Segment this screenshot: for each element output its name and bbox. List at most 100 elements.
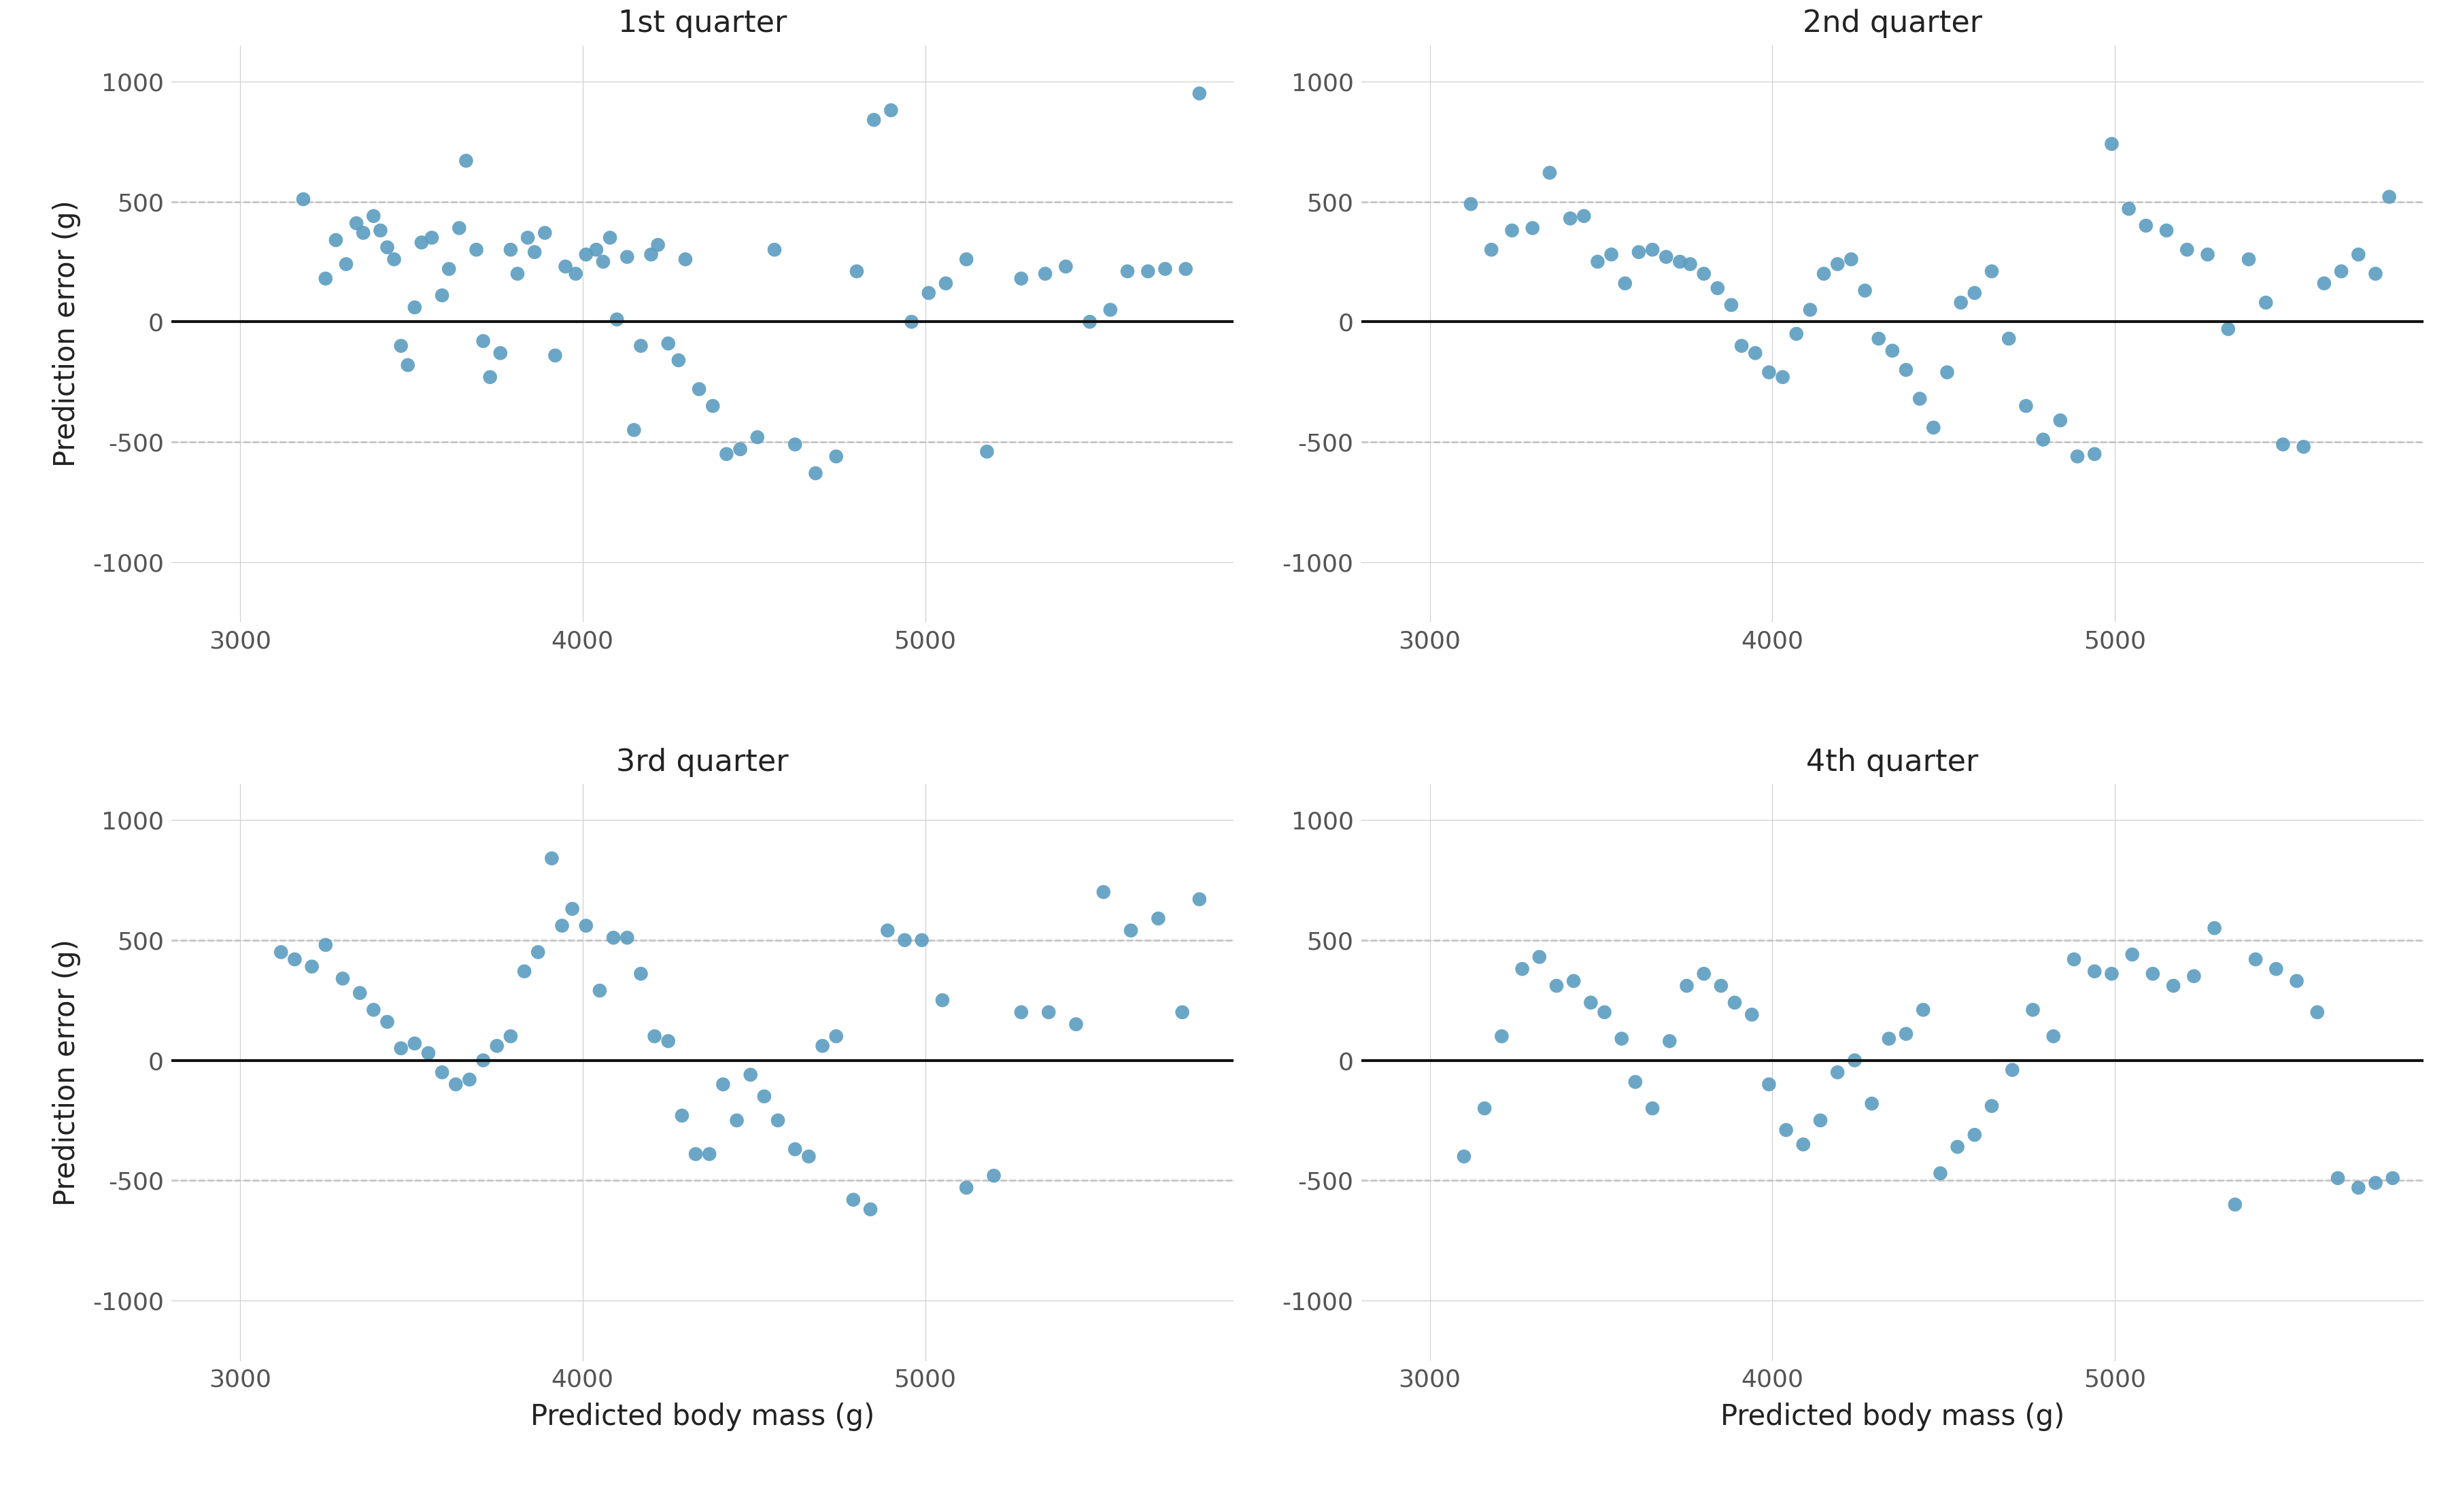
Point bbox=[796, 461, 835, 485]
Point bbox=[2299, 999, 2338, 1024]
Point bbox=[947, 1176, 987, 1201]
Point bbox=[580, 978, 619, 1002]
Point bbox=[903, 928, 942, 953]
Point bbox=[717, 1108, 756, 1132]
Point bbox=[622, 962, 661, 986]
Title: 2nd quarter: 2nd quarter bbox=[1802, 9, 1983, 38]
Point bbox=[409, 1040, 448, 1064]
Point bbox=[2166, 237, 2206, 262]
Point bbox=[2076, 959, 2115, 983]
Point bbox=[2230, 248, 2269, 272]
Point bbox=[1973, 1093, 2012, 1117]
Point bbox=[776, 432, 815, 457]
Point bbox=[394, 295, 433, 319]
Point bbox=[1836, 1048, 1875, 1072]
Point bbox=[707, 442, 747, 466]
Point bbox=[546, 254, 585, 278]
Point bbox=[1993, 1058, 2032, 1083]
Point bbox=[1165, 257, 1204, 281]
Point bbox=[441, 216, 480, 240]
Point bbox=[1887, 358, 1927, 383]
Point bbox=[394, 1031, 433, 1055]
Point bbox=[1028, 999, 1067, 1024]
Point bbox=[2264, 432, 2304, 457]
Point bbox=[607, 245, 646, 269]
Point bbox=[1471, 237, 1510, 262]
Point bbox=[2127, 213, 2166, 237]
Point bbox=[401, 230, 441, 254]
Point bbox=[759, 1108, 798, 1132]
Point bbox=[367, 1010, 406, 1034]
Point bbox=[803, 1034, 842, 1058]
Point bbox=[1819, 253, 1858, 277]
Point bbox=[1900, 387, 1939, 411]
Point bbox=[1750, 1072, 1789, 1096]
Point bbox=[1927, 360, 1966, 384]
Point bbox=[424, 1060, 463, 1084]
Point bbox=[649, 1030, 688, 1054]
Title: 1st quarter: 1st quarter bbox=[617, 9, 786, 38]
Point bbox=[458, 237, 497, 262]
Point bbox=[2257, 957, 2296, 981]
Point bbox=[2318, 1166, 2357, 1190]
Point bbox=[2024, 428, 2064, 452]
Point bbox=[2304, 271, 2343, 295]
Point bbox=[1530, 160, 1569, 184]
Point bbox=[338, 212, 377, 236]
Point bbox=[1464, 1096, 1503, 1120]
Point bbox=[2189, 242, 2228, 266]
Point bbox=[1873, 339, 1912, 363]
Point bbox=[639, 233, 678, 257]
Point bbox=[869, 918, 908, 942]
Point bbox=[262, 940, 301, 965]
Point bbox=[1606, 271, 1645, 295]
Point bbox=[666, 248, 705, 272]
Point bbox=[436, 1072, 475, 1096]
Point bbox=[595, 925, 634, 950]
Point bbox=[1092, 298, 1131, 322]
Point bbox=[1001, 999, 1040, 1024]
Point bbox=[693, 393, 732, 417]
Point bbox=[1481, 1024, 1520, 1048]
Point bbox=[463, 330, 502, 354]
Point bbox=[1601, 1027, 1640, 1051]
Point bbox=[2076, 442, 2115, 466]
Point bbox=[2174, 965, 2213, 989]
Point bbox=[947, 248, 987, 272]
Point bbox=[1789, 298, 1829, 322]
Point bbox=[690, 1142, 730, 1166]
Point bbox=[514, 240, 553, 265]
Point bbox=[1564, 204, 1603, 228]
Point bbox=[2372, 1166, 2411, 1190]
Point bbox=[2215, 1193, 2255, 1217]
X-axis label: Predicted body mass (g): Predicted body mass (g) bbox=[1721, 1403, 2064, 1432]
Point bbox=[632, 242, 671, 266]
Point bbox=[382, 1036, 421, 1060]
Point bbox=[323, 966, 362, 990]
Point bbox=[355, 204, 394, 228]
Point bbox=[1667, 974, 1706, 998]
Point bbox=[1026, 262, 1065, 286]
Point bbox=[788, 1145, 827, 1169]
Point bbox=[2110, 197, 2149, 221]
Point bbox=[326, 253, 365, 277]
Point bbox=[556, 262, 595, 286]
Point bbox=[1444, 1145, 1483, 1169]
Point bbox=[2012, 998, 2051, 1022]
Point bbox=[1554, 969, 1594, 993]
Point bbox=[2113, 942, 2152, 966]
Point bbox=[1777, 322, 1816, 346]
Point bbox=[367, 236, 406, 260]
Point bbox=[2355, 1170, 2394, 1194]
Point bbox=[818, 1024, 857, 1048]
Point bbox=[720, 437, 759, 461]
Point bbox=[1111, 918, 1151, 942]
Point bbox=[492, 1024, 531, 1048]
Point bbox=[1537, 974, 1577, 998]
Point bbox=[835, 1187, 874, 1211]
Point bbox=[974, 1164, 1013, 1188]
Point bbox=[1045, 254, 1084, 278]
Point bbox=[607, 925, 646, 950]
Point bbox=[776, 1137, 815, 1161]
Point bbox=[1503, 957, 1542, 981]
